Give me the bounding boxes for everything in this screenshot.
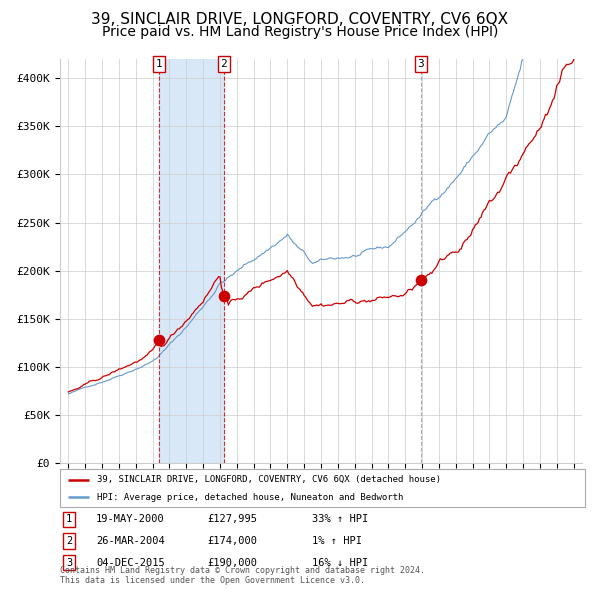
Bar — [159, 59, 224, 463]
Text: £127,995: £127,995 — [207, 514, 257, 524]
Text: 26-MAR-2004: 26-MAR-2004 — [96, 536, 165, 546]
Text: Price paid vs. HM Land Registry's House Price Index (HPI): Price paid vs. HM Land Registry's House … — [102, 25, 498, 39]
Text: 16% ↓ HPI: 16% ↓ HPI — [312, 558, 368, 568]
Text: 04-DEC-2015: 04-DEC-2015 — [96, 558, 165, 568]
Text: 2: 2 — [220, 59, 227, 69]
Text: 1: 1 — [66, 514, 72, 524]
Text: 39, SINCLAIR DRIVE, LONGFORD, COVENTRY, CV6 6QX: 39, SINCLAIR DRIVE, LONGFORD, COVENTRY, … — [91, 12, 509, 27]
Text: 1% ↑ HPI: 1% ↑ HPI — [312, 536, 362, 546]
Text: 2: 2 — [66, 536, 72, 546]
Point — [154, 335, 164, 345]
Point — [219, 291, 229, 300]
Point — [416, 276, 425, 285]
Text: 19-MAY-2000: 19-MAY-2000 — [96, 514, 165, 524]
FancyBboxPatch shape — [60, 469, 585, 507]
Text: £190,000: £190,000 — [207, 558, 257, 568]
Text: £174,000: £174,000 — [207, 536, 257, 546]
Text: 1: 1 — [155, 59, 163, 69]
Text: 33% ↑ HPI: 33% ↑ HPI — [312, 514, 368, 524]
Text: 3: 3 — [66, 558, 72, 568]
Text: HPI: Average price, detached house, Nuneaton and Bedworth: HPI: Average price, detached house, Nune… — [97, 493, 403, 502]
Text: Contains HM Land Registry data © Crown copyright and database right 2024.
This d: Contains HM Land Registry data © Crown c… — [60, 566, 425, 585]
Text: 39, SINCLAIR DRIVE, LONGFORD, COVENTRY, CV6 6QX (detached house): 39, SINCLAIR DRIVE, LONGFORD, COVENTRY, … — [97, 476, 441, 484]
Text: 3: 3 — [418, 59, 424, 69]
